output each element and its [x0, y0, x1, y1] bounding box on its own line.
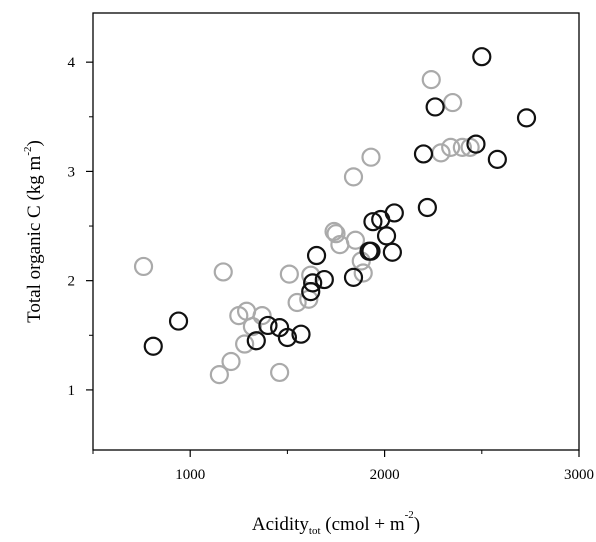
data-point [376, 226, 397, 246]
data-point [487, 149, 507, 169]
data-point [345, 230, 366, 250]
data-point [326, 224, 346, 244]
data-point [209, 365, 229, 385]
data-point [277, 327, 297, 348]
data-point [363, 212, 383, 232]
data-point [133, 256, 154, 277]
data-point [235, 334, 255, 354]
y-tick-label: 2 [68, 274, 76, 290]
x-tick-label: 1000 [175, 467, 205, 483]
data-point [425, 97, 445, 117]
data-point [252, 306, 272, 326]
data-point [143, 336, 163, 356]
data-point [246, 331, 266, 351]
x-axis-title-part: (cmol + m [321, 514, 405, 535]
data-point [353, 263, 373, 283]
x-axis-title-subscript: tot [309, 525, 321, 537]
data-point [287, 292, 307, 313]
y-axis-title-part: ) [24, 140, 45, 146]
data-point [213, 262, 233, 282]
y-axis-title: Total organic C (kg m-2) [22, 140, 45, 323]
x-axis-title: Aciditytot (cmol + m-2) [252, 509, 420, 537]
data-point [382, 242, 402, 262]
y-tick-label: 4 [68, 55, 76, 71]
y-tick-label: 1 [68, 383, 76, 399]
x-axis-title-main: Acidity [252, 514, 309, 535]
plot-frame [92, 12, 580, 451]
data-point [384, 203, 404, 223]
data-point [279, 264, 299, 284]
data-point [452, 137, 472, 157]
data-point [291, 324, 311, 344]
data-point [421, 70, 441, 90]
data-point [314, 269, 334, 290]
data-point [413, 144, 434, 164]
axis-labels: Aciditytot (cmol + m-2)Total organic C (… [22, 140, 420, 537]
axes: 1000 2000 3000 1 2 3 4 [68, 12, 594, 483]
data-point [270, 362, 290, 383]
data-point [343, 267, 364, 287]
data-point [303, 273, 323, 293]
data-point [306, 245, 327, 266]
data-point [441, 137, 461, 157]
data-point [417, 197, 437, 218]
data-point [301, 281, 321, 302]
x-axis-title-superscript: -2 [405, 509, 414, 521]
data-point [361, 241, 381, 261]
x-axis-title-part: ) [414, 514, 420, 535]
x-tick-label: 3000 [564, 467, 594, 483]
data-point [361, 147, 381, 167]
data-point [466, 134, 486, 154]
data-point [168, 311, 189, 331]
data-point [516, 108, 537, 128]
series-1 [133, 70, 480, 385]
data-point [443, 92, 463, 113]
data-point [472, 47, 492, 67]
data-point [431, 143, 451, 163]
data-point [343, 167, 364, 187]
y-axis-title-main: Total organic C (kg m [24, 155, 45, 322]
x-tick-label: 2000 [370, 467, 400, 483]
y-tick-label: 3 [68, 164, 76, 180]
data-point [221, 351, 241, 372]
data-points [133, 47, 537, 385]
data-point [242, 316, 263, 337]
y-axis-title-superscript: -2 [22, 146, 34, 155]
series-2 [143, 47, 537, 356]
data-point [258, 315, 278, 336]
